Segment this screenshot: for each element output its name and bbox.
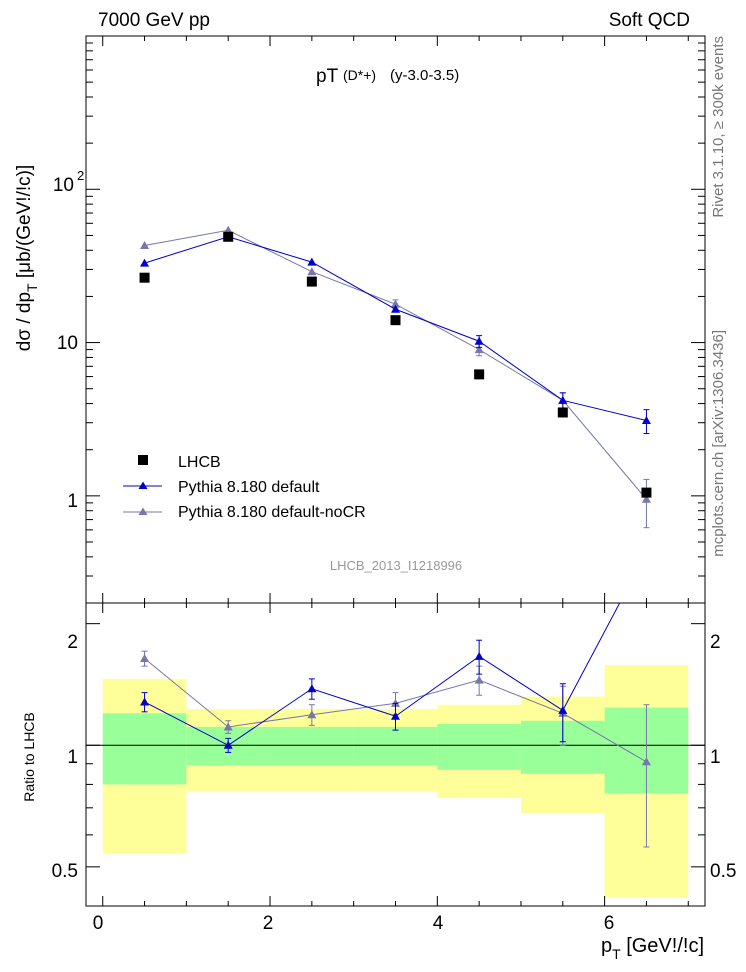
nocr-point [391,299,400,308]
x-tick-2: 2 [263,913,274,934]
main-y-axis-label: dσ / dpT [μb/(GeV!/!c)] [14,165,40,351]
y-tick-100-base: 10 [53,175,74,196]
nocr-ratio-point [140,653,150,662]
nocr-ratio-point [223,722,233,731]
ylabel-main-sub: T [24,283,40,292]
default-point [391,304,400,313]
xlabel-text: p [601,935,612,957]
legend-marker-nocr [138,507,148,515]
inner-band-bin [270,726,354,766]
default-ratio-point [307,684,317,693]
y-tick-100-exp: 2 [77,168,84,183]
analysis-id: LHCB_2013_I1218996 [330,558,462,573]
default-line [144,236,647,422]
ratio-axis-ticks [86,603,705,907]
data-point [139,272,150,283]
ratio-tick-2-left: 2 [67,632,78,653]
data-point [390,315,401,326]
default-ratio-point [474,651,484,660]
default-point [474,336,484,345]
legend: LHCB Pythia 8.180 default Pythia 8.180 d… [123,454,366,521]
title-range: (y-3.0-3.5) [390,67,459,84]
inner-band-bin [437,723,521,770]
legend-label-default: Pythia 8.180 default [178,479,320,496]
nocr-ratio-point [641,757,651,766]
ylabel-main-unit: [μb/(GeV!/!c)] [14,165,35,284]
nocr-point [140,240,150,249]
default-ratio-point [642,548,651,556]
title-main: pT [316,66,339,87]
energy-label: 7000 GeV pp [98,10,210,31]
nocr-ratio-point [307,710,317,719]
ylabel-main-text: dσ / dp [14,292,35,351]
data-point [641,487,652,498]
ratio-tick-1-right: 1 [710,747,721,768]
mcplots-label: mcplots.cern.ch [arXiv:1306.3436] [710,330,727,557]
data-point [557,407,568,418]
x-tick-labels: 0 2 4 6 [93,913,615,934]
x-tick-0: 0 [93,913,104,934]
plot-title: pT (D*+) (y-3.0-3.5) [316,66,459,87]
x-tick-4: 4 [433,913,444,934]
nocr-ratio-point [474,675,484,684]
legend-marker-lhcb [138,455,148,465]
y-tick-1: 1 [67,491,78,512]
main-axis-ticks [86,36,705,604]
ratio-uncertainty-bands [102,665,689,898]
ratio-series-group [140,548,651,848]
xlabel-unit: [GeV!/!c] [621,935,704,957]
legend-label-lhcb: LHCB [178,454,221,471]
legend-label-nocr: Pythia 8.180 default-noCR [178,504,366,521]
legend-marker-default [138,481,148,489]
data-point [223,231,234,242]
main-plot-marks [139,225,652,529]
nocr-point [641,494,651,503]
nocr-point [307,267,317,276]
y-tick-10: 10 [57,333,78,354]
title-sub: (D*+) [343,67,376,83]
default-ratio-point [558,705,568,714]
ratio-tick-1-left: 1 [67,747,78,768]
default-ratio-point [223,740,233,749]
default-point [140,258,150,267]
svg-text:dσ / dpT [μb/(GeV!/!c)]: dσ / dpT [μb/(GeV!/!c)] [14,165,40,351]
xlabel-sub: T [612,946,621,962]
rivet-label: Rivet 3.1.10, ≥ 300k events [710,36,727,218]
ratio-tick-2-right: 2 [710,632,721,653]
ratio-tick-05-left: 0.5 [52,861,78,882]
data-point [474,369,485,380]
default-ratio-point [391,711,400,720]
default-point [307,257,317,266]
default-point [558,395,568,404]
nocr-point [474,345,484,354]
inner-band-bin [102,713,187,785]
inner-band-bin [353,726,438,766]
ratio-tick-05-right: 0.5 [710,861,736,882]
ratio-y-axis-label: Ratio to LHCB [21,712,37,801]
ratio-y-tick-labels: 2 1 0.5 2 1 0.5 [52,632,737,882]
main-y-tick-labels: 10 2 10 1 [53,168,84,512]
x-tick-6: 6 [604,913,615,934]
ratio-plot-marks [140,548,651,848]
x-axis-label: pT [GeV!/!c] [601,935,704,962]
process-label: Soft QCD [609,10,690,31]
default-point [641,416,651,425]
data-point [306,276,317,287]
default-ratio-point [140,697,150,706]
